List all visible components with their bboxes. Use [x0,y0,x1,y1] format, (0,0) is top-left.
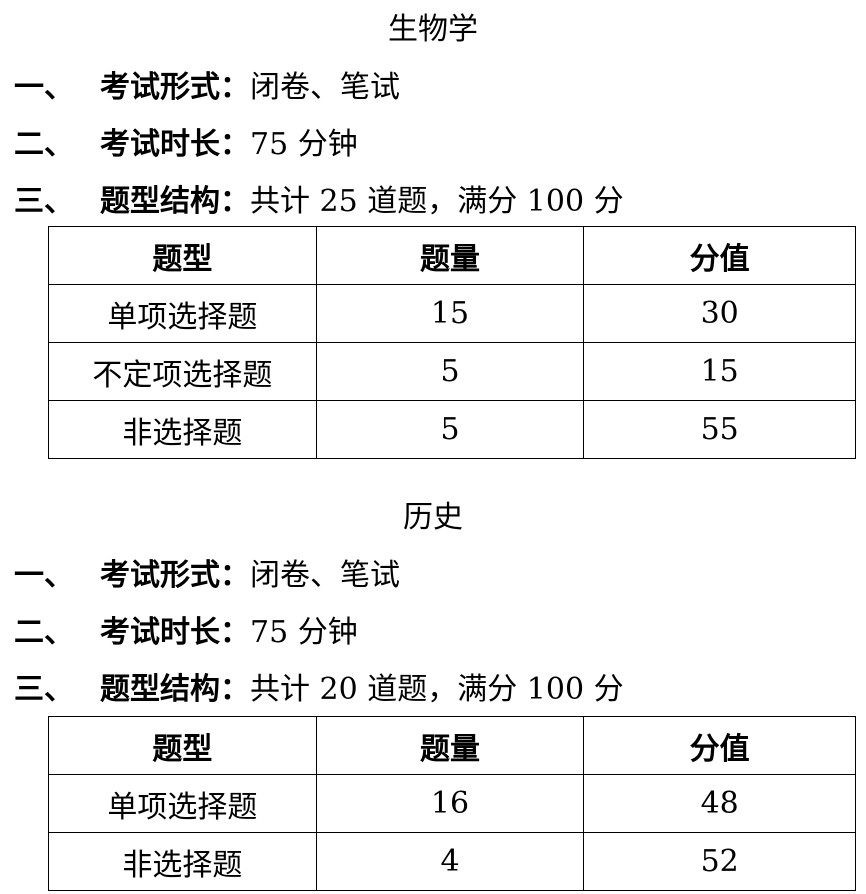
cell-type: 单项选择题 [48,774,317,833]
table-row: 非选择题 4 52 [48,832,856,891]
cell-score: 30 [583,284,856,343]
table-header-row: 题型 题量 分值 [48,716,856,775]
section-title-history: 历史 [403,500,463,535]
item-value: 75 分钟 [250,615,358,650]
cell-score: 48 [583,774,856,833]
item-number: 三、 [14,672,74,707]
item-label: 考试形式： [100,70,250,105]
item-value: 75 分钟 [250,127,358,162]
biology-table: 题型 题量 分值 单项选择题 15 30 不定项选择题 5 15 非选择题 5 … [48,226,856,459]
cell-type: 不定项选择题 [48,342,317,401]
table-header-row: 题型 题量 分值 [48,226,856,285]
section-title-biology: 生物学 [388,12,478,47]
cell-type: 单项选择题 [48,284,317,343]
exam-duration-line: 二、 考试时长：75 分钟 [14,615,358,651]
item-label: 考试形式： [100,558,250,593]
cell-count: 5 [315,400,585,459]
item-label: 题型结构： [100,184,250,219]
table-row: 不定项选择题 5 15 [48,342,856,401]
header-score: 分值 [583,716,856,775]
exam-format-line: 一、 考试形式：闭卷、笔试 [14,558,400,594]
header-type: 题型 [48,226,317,285]
table-row: 单项选择题 15 30 [48,284,856,343]
item-number: 二、 [14,615,74,650]
cell-count: 5 [315,342,585,401]
history-table: 题型 题量 分值 单项选择题 16 48 非选择题 4 52 [48,716,856,891]
item-number: 三、 [14,184,74,219]
table-row: 单项选择题 16 48 [48,774,856,833]
cell-score: 15 [583,342,856,401]
item-value: 闭卷、笔试 [250,558,400,593]
header-count: 题量 [315,226,585,285]
item-label: 考试时长： [100,127,250,162]
question-structure-line: 三、 题型结构：共计 25 道题，满分 100 分 [14,184,624,220]
cell-count: 15 [315,284,585,343]
item-value: 共计 25 道题，满分 100 分 [250,184,624,219]
item-number: 一、 [14,558,74,593]
cell-count: 4 [315,832,585,891]
cell-count: 16 [315,774,585,833]
item-number: 一、 [14,70,74,105]
item-value: 共计 20 道题，满分 100 分 [250,672,624,707]
cell-type: 非选择题 [48,400,317,459]
header-score: 分值 [583,226,856,285]
cell-type: 非选择题 [48,832,317,891]
exam-format-line: 一、 考试形式：闭卷、笔试 [14,70,400,106]
cell-score: 55 [583,400,856,459]
item-number: 二、 [14,127,74,162]
question-structure-line: 三、 题型结构：共计 20 道题，满分 100 分 [14,672,624,708]
item-label: 考试时长： [100,615,250,650]
item-label: 题型结构： [100,672,250,707]
header-type: 题型 [48,716,317,775]
exam-duration-line: 二、 考试时长：75 分钟 [14,127,358,163]
item-value: 闭卷、笔试 [250,70,400,105]
table-row: 非选择题 5 55 [48,400,856,459]
header-count: 题量 [315,716,585,775]
cell-score: 52 [583,832,856,891]
